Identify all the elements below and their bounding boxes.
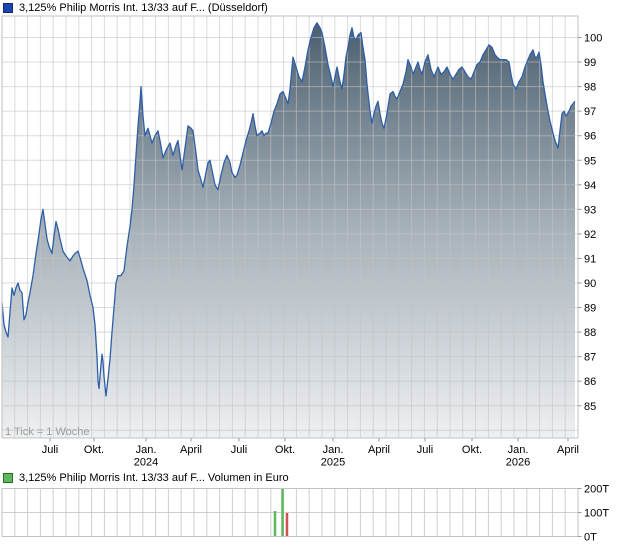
price-legend: 3,125% Philip Morris Int. 13/33 auf F...…: [3, 2, 268, 14]
price-y-tick-label: 96: [584, 131, 596, 143]
x-tick-label: Juli: [231, 444, 248, 456]
volume-legend: 3,125% Philip Morris Int. 13/33 auf F...…: [3, 472, 289, 484]
volume-series-marker-icon: [3, 473, 13, 483]
volume-bars: [273, 488, 289, 537]
price-line-series: [1, 22, 576, 397]
price-y-tick-label: 89: [584, 303, 596, 315]
price-y-tick-label: 95: [584, 155, 596, 167]
price-legend-label: 3,125% Philip Morris Int. 13/33 auf F...…: [19, 2, 268, 14]
volume-y-tick-label: 0T: [584, 532, 597, 544]
x-tick-year-label: 2024: [134, 457, 158, 469]
volume-legend-label: 3,125% Philip Morris Int. 13/33 auf F...…: [19, 472, 289, 484]
price-y-axis-labels: 100 99 98 97 96 95 94 93 92 91 90 89 88 87 86 85: [578, 33, 602, 413]
x-tick-year-label: 2025: [321, 457, 345, 469]
price-y-tick-label: 93: [584, 204, 596, 216]
price-y-tick-label: 92: [584, 229, 596, 241]
price-y-tick-label: 87: [584, 352, 596, 364]
price-area-series: [2, 22, 575, 439]
x-tick-label: April: [368, 444, 390, 456]
price-y-tick-label: 85: [584, 401, 596, 413]
price-series-marker-icon: [3, 3, 13, 13]
price-y-tick-label: 97: [584, 106, 596, 118]
volume-y-tick-label: 100T: [584, 508, 609, 520]
price-y-tick-label: 86: [584, 376, 596, 388]
x-tick-label: April: [557, 444, 579, 456]
grid-lines: [2, 16, 578, 537]
tick-scale-note: 1 Tick = 1 Woche: [5, 426, 90, 438]
price-y-tick-label: 90: [584, 278, 596, 290]
x-tick-label: Jan.: [136, 444, 157, 456]
x-tick-year-label: 2026: [506, 457, 530, 469]
x-tick-label: Okt.: [84, 444, 104, 456]
volume-bar: [281, 488, 284, 537]
x-tick-label: April: [180, 444, 202, 456]
price-y-tick-label: 98: [584, 82, 596, 94]
price-y-tick-label: 88: [584, 327, 596, 339]
volume-y-axis-labels: 200T 100T 0T: [578, 484, 609, 544]
x-tick-label: Juli: [417, 444, 434, 456]
x-tick-label: Juli: [42, 444, 59, 456]
volume-bar: [273, 511, 277, 537]
x-tick-label: Jan.: [323, 444, 344, 456]
price-y-tick-label: 94: [584, 180, 596, 192]
price-y-tick-label: 91: [584, 253, 596, 265]
price-y-tick-label: 100: [584, 33, 602, 45]
volume-y-tick-label: 200T: [584, 484, 609, 496]
x-tick-label: Okt.: [462, 444, 482, 456]
price-y-tick-label: 99: [584, 57, 596, 69]
x-tick-label: Okt.: [275, 444, 295, 456]
volume-bar: [285, 512, 289, 537]
x-tick-label: Jan.: [508, 444, 529, 456]
